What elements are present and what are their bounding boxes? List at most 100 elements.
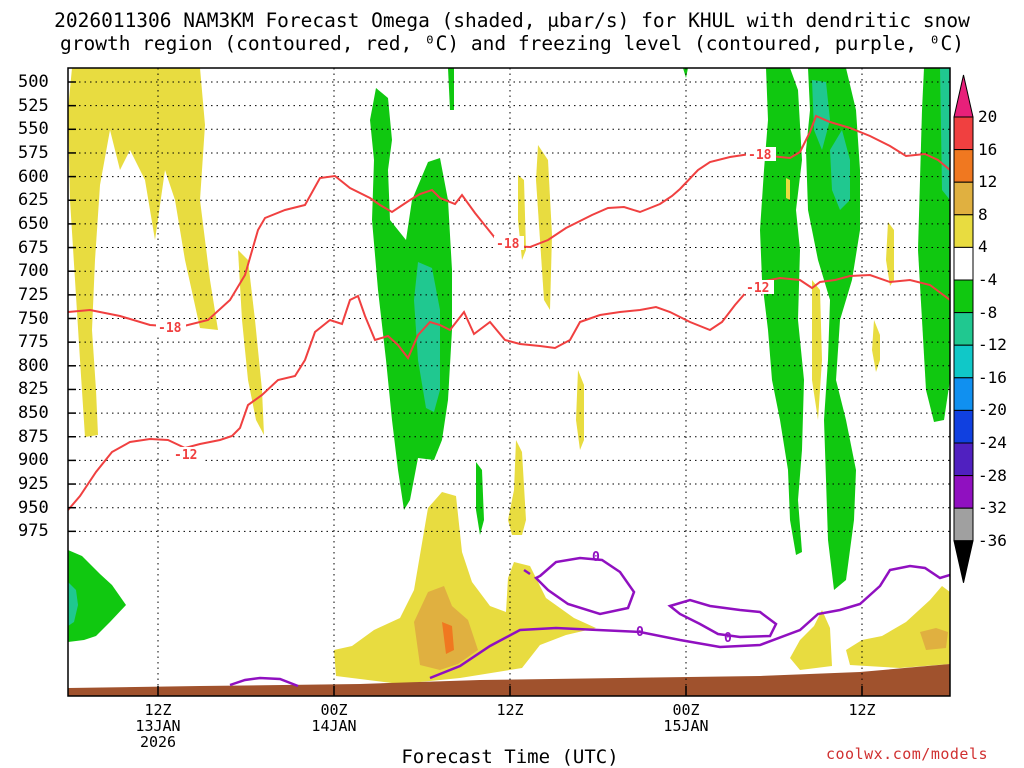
colorbar-label: 8 [978, 204, 988, 224]
omega-positive-4-8 [536, 145, 552, 310]
colorbar-swatch [953, 181, 974, 216]
y-tick-label: 850 [18, 403, 49, 424]
y-tick-label: 550 [18, 119, 49, 140]
omega-positive-4-8 [812, 280, 822, 420]
dgz-label: -18 [158, 321, 182, 336]
x-tick-label: 00Z [672, 701, 700, 719]
contour-labels: -18 -18 -18 -12 -12 0 0 0 [156, 147, 776, 646]
label-bg [172, 447, 202, 461]
colorbar-label: -36 [978, 530, 1007, 550]
colorbar-swatch [953, 279, 974, 314]
omega-positive-4-8 [334, 492, 596, 684]
dgz-label: -12 [746, 281, 769, 296]
credit-text[interactable]: coolwx.com/models [826, 745, 989, 763]
omega-positive-4-8 [872, 320, 880, 372]
y-tick-label: 925 [18, 474, 49, 495]
omega-negative-4-8 [476, 462, 484, 535]
omega-negative-4-8 [68, 550, 126, 642]
freezing-contour-0 [523, 568, 531, 576]
x-tick-label: 00Z [320, 701, 348, 719]
colorbar-swatch [953, 507, 974, 542]
label-bg [494, 236, 524, 250]
colorbar-swatch [953, 214, 974, 248]
colorbar-label: -12 [978, 335, 1007, 355]
label-bg [156, 320, 186, 334]
colorbar-label: 12 [978, 172, 998, 192]
colorbar-swatch [953, 409, 974, 444]
y-tick-label: 750 [18, 308, 49, 329]
colorbar-label: 20 [978, 107, 998, 126]
omega-negative-4-8 [760, 68, 804, 555]
y-tick-label: 575 [18, 142, 49, 163]
colorbar-swatch [953, 377, 974, 411]
freezing-contour-0 [667, 598, 778, 639]
y-tick-label: 675 [18, 237, 49, 258]
ground-terrain [68, 664, 950, 696]
colorbar-label: 4 [978, 237, 988, 257]
colorbar-swatch [953, 344, 974, 379]
omega-negative-4-8 [683, 68, 688, 78]
omega-positive-4-8 [68, 68, 218, 437]
omega-positive-4-8 [508, 440, 526, 535]
dgz-contour-minus18 [68, 114, 950, 329]
x-tick-label: 13JAN [135, 717, 181, 735]
omega-negative-8-12 [830, 130, 850, 210]
colorbar-label: -32 [978, 498, 1007, 518]
colorbar-label: 16 [978, 139, 998, 159]
colorbar-label: -24 [978, 433, 1007, 452]
y-tick-label: 600 [18, 166, 49, 187]
omega-positive-4-8 [846, 586, 950, 668]
freezing-label: 0 [724, 631, 732, 646]
y-tick-label: 975 [18, 521, 49, 542]
plot-area: -18 -18 -18 -12 -12 0 0 0 [68, 68, 950, 696]
x-tick-label: 2026 [139, 733, 177, 751]
omega-positive-4-8 [790, 610, 832, 670]
colorbar [953, 74, 974, 583]
omega-negative-8-12 [68, 582, 78, 626]
y-tick-label: 875 [18, 426, 49, 447]
axis-ticks [68, 81, 863, 696]
freezing-contour-0 [429, 564, 950, 680]
omega-negative-4-8 [448, 68, 454, 110]
omega-negative-8-12 [812, 80, 830, 150]
y-tick-label: 825 [18, 379, 49, 400]
colorbar-label: -20 [978, 400, 1007, 420]
y-tick-label: 725 [18, 284, 49, 305]
dgz-label: -12 [174, 448, 197, 463]
omega-positive-12-16 [442, 622, 454, 654]
x-tick-label: 14JAN [311, 717, 357, 735]
y-tick-label: 625 [18, 190, 49, 211]
y-tick-label: 525 [18, 95, 49, 116]
colorbar-label: -8 [978, 302, 998, 322]
x-axis-title: Forecast Time (UTC) [401, 746, 619, 768]
chart-title-line1: 2026011306 NAM3KM Forecast Omega (shaded… [54, 9, 970, 32]
y-tick-label: 800 [18, 355, 49, 376]
colorbar-label: -4 [978, 270, 998, 289]
colorbar-swatch [953, 442, 974, 477]
freezing-label: 0 [636, 625, 644, 640]
chart-title-line2: growth region (contoured, red, ⁰C) and f… [60, 32, 964, 55]
freezing-label: 0 [592, 550, 600, 565]
colorbar-label: -28 [978, 465, 1007, 485]
colorbar-swatch [953, 246, 974, 281]
y-tick-label: 775 [18, 332, 49, 353]
dgz-contour-minus12 [68, 273, 950, 511]
omega-positive-4-8 [786, 178, 790, 200]
colorbar-bottom-arrow [953, 540, 974, 583]
freezing-level-contours [229, 556, 950, 688]
colorbar-top-arrow [953, 74, 974, 118]
y-tick-label: 950 [18, 497, 49, 518]
dgz-label: -18 [748, 148, 772, 163]
x-tick-label: 12Z [496, 701, 524, 719]
omega-negative-4-8 [370, 88, 452, 510]
freezing-contour-0 [533, 556, 636, 616]
omega-negative-8-12 [414, 262, 440, 412]
colorbar-swatch [953, 475, 974, 509]
omega-positive-4-8 [576, 370, 584, 450]
y-tick-label: 700 [18, 261, 49, 282]
dgz-label: -18 [496, 237, 520, 252]
dgz-contours [68, 114, 950, 511]
x-tick-label: 15JAN [663, 717, 709, 735]
omega-shading [68, 68, 950, 684]
